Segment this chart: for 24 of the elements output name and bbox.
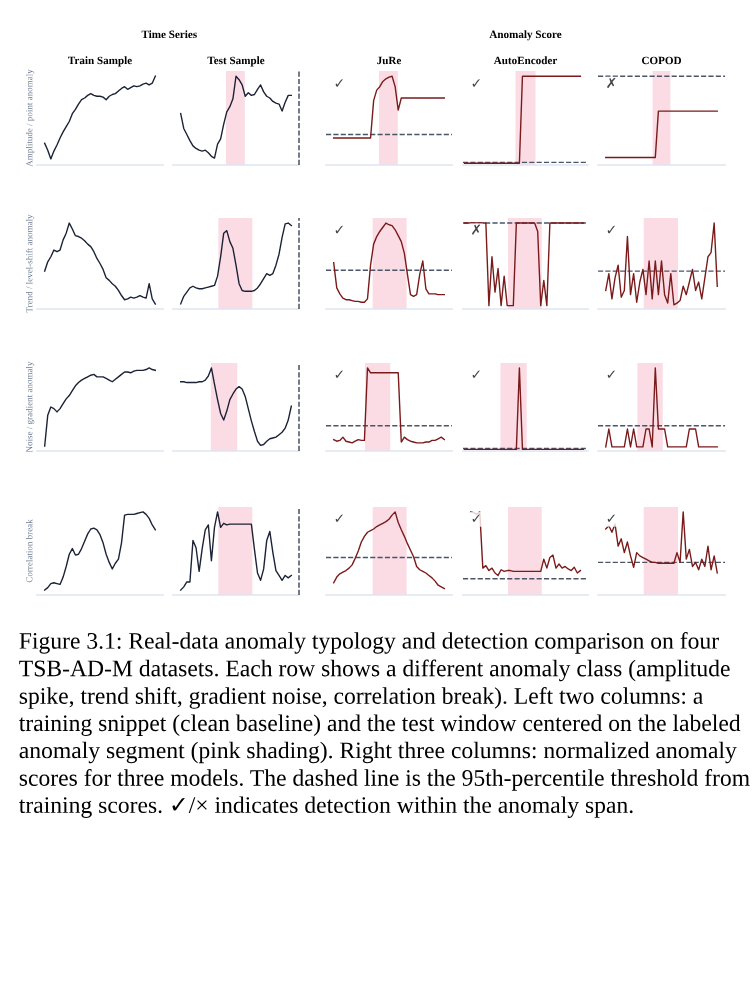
text: Time Series bbox=[141, 30, 197, 39]
annotation: ✓ bbox=[472, 370, 480, 378]
y-axis-title: Noise / gradient anomaly bbox=[26, 361, 35, 453]
chart-title: JuRe bbox=[377, 56, 402, 65]
annotation: ✓ bbox=[335, 79, 343, 87]
annotation: ✓ bbox=[335, 514, 343, 522]
chart-title: COPOD bbox=[641, 56, 682, 65]
annotation: ✓ bbox=[472, 79, 480, 87]
annotation: ✗ bbox=[472, 224, 481, 235]
annotation: ✓ bbox=[335, 370, 343, 378]
chart-title: AutoEncoder bbox=[493, 56, 558, 65]
caption: Figure 3.1: Real-data anomaly typology and detection comparison on four TSB-AD-M datasets. Each row shows a different anomaly class (amplitude spike, trend shift, gradient noise, correlation break). Left two columns: a training snippet (clean baseline) and the test window centered on the labeled anomaly segment (pink shading). Right three columns: normalized anomaly scores for three models. The dashed line is the 95th-percentile threshold from training scores. ✓/× indicates detection within the anomaly span. bbox=[19, 632, 750, 818]
annotation: ✓ bbox=[607, 514, 615, 522]
annotation: ✓ bbox=[335, 225, 343, 234]
annotation: ✓ bbox=[607, 225, 615, 234]
y-axis-title: Amplitude / point anomaly bbox=[26, 69, 35, 167]
y-axis-title: Trend / level-shift anomaly bbox=[25, 214, 35, 313]
annotation: ✓ bbox=[472, 514, 480, 522]
y-axis-title: Correlation break bbox=[26, 519, 33, 583]
chart-title: Train Sample bbox=[68, 56, 132, 67]
text: Anomaly Score bbox=[489, 30, 562, 41]
chart-title: Test Sample bbox=[207, 56, 265, 67]
annotation: ✓ bbox=[607, 370, 615, 378]
text: ✗ bbox=[607, 77, 616, 89]
